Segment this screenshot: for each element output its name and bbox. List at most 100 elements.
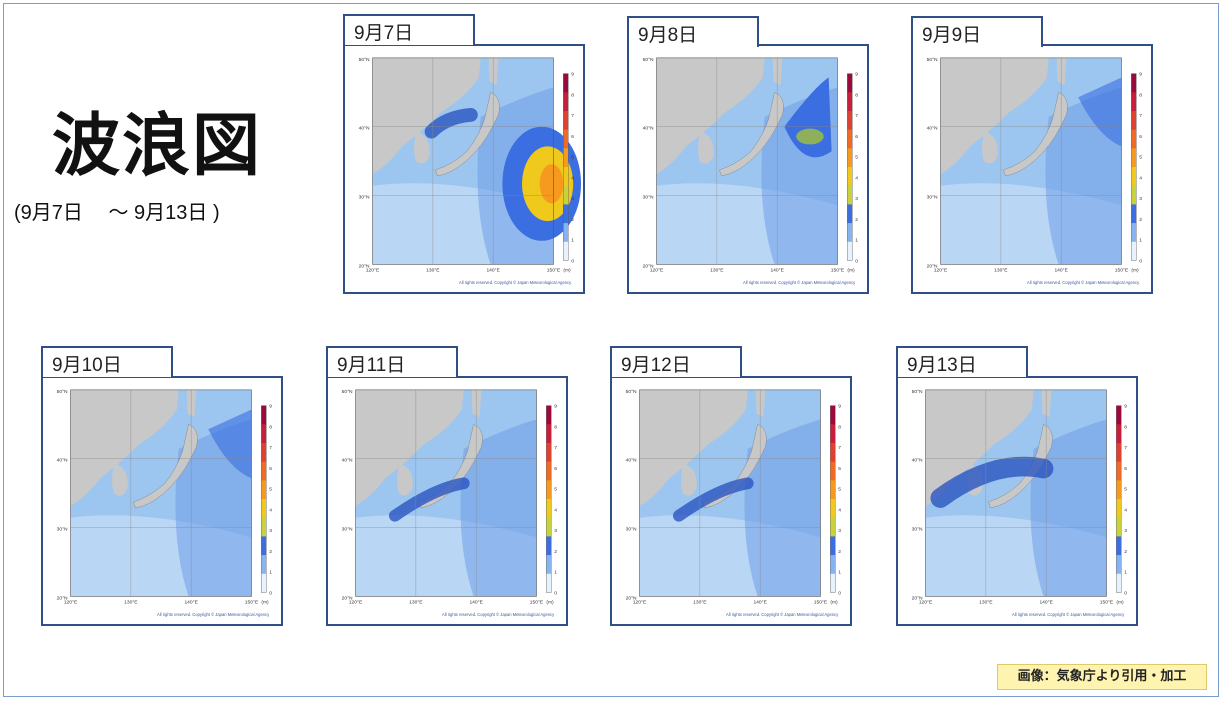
scale-label: 4 [554, 507, 557, 513]
map-border [372, 57, 554, 265]
scale-swatch [830, 461, 836, 481]
lat-label: 40°N [927, 126, 938, 132]
scale-label: 9 [571, 72, 574, 78]
scale-swatch [546, 461, 552, 481]
scale-label: 3 [554, 528, 557, 534]
scale-label: 1 [571, 238, 574, 244]
lat-label: 20°N [927, 263, 938, 269]
source-credit: 画像：気象庁より引用・加工 [997, 664, 1207, 690]
scale-label: 5 [554, 487, 557, 493]
scale-label: 2 [1139, 217, 1142, 223]
scale-swatch [830, 405, 836, 425]
map-border [355, 389, 537, 597]
sakhalin-land [1041, 389, 1052, 418]
lon-label: 150°E [1100, 599, 1114, 605]
scale-label: 8 [1124, 424, 1127, 430]
sakhalin-land [755, 389, 766, 418]
scale-label: 3 [269, 528, 272, 534]
scale-label: 7 [571, 113, 574, 119]
scale-label: 7 [1139, 113, 1142, 119]
scale-swatch [563, 223, 569, 243]
scale-swatch [1131, 167, 1137, 187]
scale-border [830, 405, 836, 593]
scale-swatch [563, 148, 569, 168]
lon-label: 130°E [693, 599, 707, 605]
scale-unit: (m) [1131, 267, 1139, 273]
scale-swatch [830, 555, 836, 575]
scale-label: 0 [554, 590, 557, 596]
scale-swatch [261, 461, 267, 481]
lon-label: 150°E [831, 267, 845, 273]
scale-label: 4 [1124, 507, 1127, 513]
scale-swatch [1116, 480, 1122, 500]
lon-label: 120°E [650, 267, 664, 273]
scale-swatch [1131, 110, 1137, 130]
scale-swatch [1116, 517, 1122, 537]
scale-label: 1 [1124, 570, 1127, 576]
page-title: 波浪図 [52, 107, 263, 186]
lon-label: 150°E [814, 599, 828, 605]
lon-label: 140°E [1054, 267, 1068, 273]
scale-border [847, 73, 853, 261]
scale-swatch [546, 442, 552, 462]
scale-label: 3 [571, 196, 574, 202]
japan-sea-waves [930, 456, 1054, 508]
lat-label: 50°N [643, 57, 654, 63]
scale-label: 1 [554, 570, 557, 576]
scale-swatch [563, 129, 569, 149]
scale-label: 2 [855, 217, 858, 223]
wave-map-panel: 50°N 40°N 30°N 20°N 120°E 130°E 140°E 150°E 9 8 7 6… [343, 44, 585, 294]
scale-label: 7 [269, 445, 272, 451]
scale-label: 8 [1139, 92, 1142, 98]
scale-label: 8 [571, 92, 574, 98]
date-range-subtitle: (9月7日 ～ 9月13日 ) [14, 202, 220, 224]
scale-swatch [847, 204, 853, 224]
scale-label: 9 [838, 404, 841, 410]
scale-swatch [261, 536, 267, 556]
scale-swatch [830, 499, 836, 519]
map-border [639, 389, 821, 597]
lat-label: 50°N [912, 389, 923, 395]
lat-label: 40°N [626, 458, 637, 464]
lat-label: 20°N [912, 595, 923, 601]
scale-swatch [261, 424, 267, 444]
lat-label: 20°N [359, 263, 370, 269]
scale-label: 6 [1139, 134, 1142, 140]
lon-label: 120°E [633, 599, 647, 605]
scale-label: 5 [855, 155, 858, 161]
sakhalin-land [488, 57, 499, 86]
scale-swatch [1116, 405, 1122, 425]
lat-label: 30°N [927, 195, 938, 201]
copyright-text: All rights reserved. Copyright © Japan M… [459, 280, 572, 285]
scale-label: 1 [838, 570, 841, 576]
korea-land [698, 131, 714, 164]
map-date-tab: 9月11日 [326, 346, 458, 377]
scale-unit: (m) [830, 599, 838, 605]
scale-swatch [830, 442, 836, 462]
scale-swatch [1116, 536, 1122, 556]
scale-swatch [1131, 241, 1137, 261]
scale-swatch [546, 405, 552, 425]
scale-label: 4 [571, 175, 574, 181]
korea-land [397, 463, 413, 496]
sakhalin-land [186, 389, 197, 418]
lon-label: 140°E [753, 599, 767, 605]
scale-label: 6 [269, 466, 272, 472]
scale-label: 9 [554, 404, 557, 410]
scale-unit: (m) [261, 599, 269, 605]
scale-label: 3 [1139, 196, 1142, 202]
scale-label: 1 [1139, 238, 1142, 244]
lat-label: 30°N [626, 527, 637, 533]
scale-swatch [1131, 148, 1137, 168]
scale-label: 9 [855, 72, 858, 78]
scale-swatch [563, 73, 569, 93]
map-border [656, 57, 838, 265]
scale-label: 0 [1124, 590, 1127, 596]
wave-map-panel: 50°N 40°N 30°N 20°N 120°E 130°E 140°E 150°E 9 8 7 6… [326, 376, 568, 626]
scale-label: 7 [838, 445, 841, 451]
scale-swatch [546, 424, 552, 444]
scale-border [1131, 73, 1137, 261]
map-date-tab: 9月9日 [911, 16, 1043, 47]
